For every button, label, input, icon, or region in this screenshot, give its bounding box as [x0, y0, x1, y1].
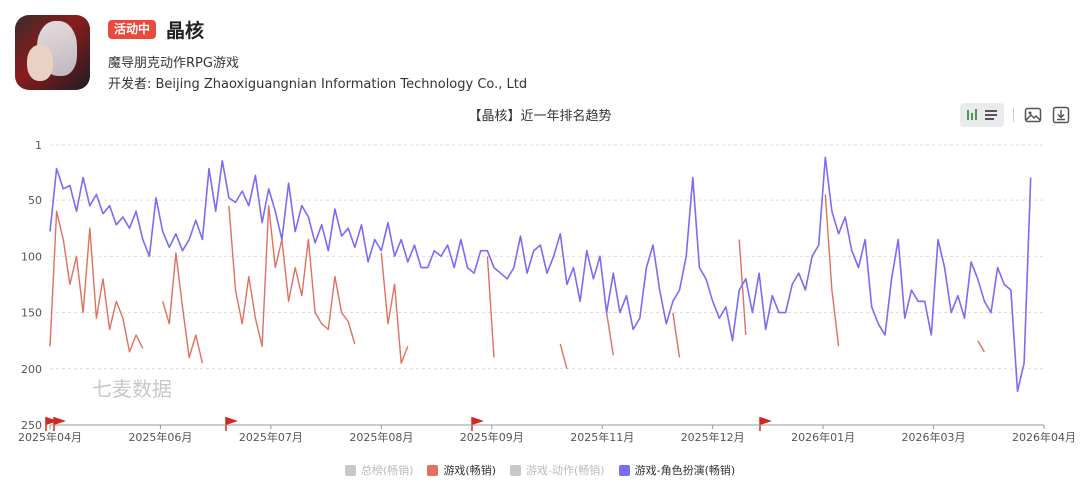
x-tick-label: 2026年01月 [791, 430, 855, 444]
series-line-3 [49, 156, 1032, 393]
status-badge: 活动中 [108, 20, 157, 39]
legend-label: 游戏-角色扮演(畅销) [634, 464, 736, 477]
series-segment-1 [162, 252, 204, 364]
x-tick-label: 2025年07月 [239, 430, 303, 444]
legend-item[interactable]: 游戏-动作(畅销) [510, 462, 605, 478]
legend-item[interactable]: 总榜(畅销) [344, 462, 414, 478]
legend-swatch [344, 464, 356, 476]
event-flag[interactable] [471, 417, 484, 431]
series-segment-1 [380, 252, 409, 364]
x-tick-label: 2025年04月 [18, 430, 82, 444]
list-icon[interactable] [982, 106, 1000, 124]
series-segment-1 [559, 343, 568, 369]
x-tick-label: 2025年09月 [460, 430, 524, 444]
download-icon[interactable] [1050, 103, 1072, 127]
series-segment-1 [228, 204, 356, 347]
y-tick-label: 1 [35, 139, 42, 152]
legend-label: 游戏-动作(畅销) [526, 464, 605, 477]
event-flag[interactable] [759, 417, 772, 431]
legend-swatch [427, 464, 439, 476]
y-tick-label: 50 [28, 194, 42, 207]
event-flag[interactable] [225, 417, 238, 431]
app-category: 魔导朋克动作RPG游戏 [108, 56, 239, 71]
series-segment-1 [605, 312, 614, 356]
y-tick-label: 250 [21, 419, 42, 432]
image-icon[interactable] [1022, 103, 1044, 127]
chart-legend: 总榜(畅销) 游戏(畅销) 游戏-动作(畅销) 游戏-角色扮演(畅销) [0, 462, 1080, 478]
y-tick-label: 100 [21, 250, 42, 263]
chart-title: 【晶核】近一年排名趋势 [468, 109, 612, 124]
legend-swatch [618, 464, 630, 476]
y-tick-label: 200 [21, 363, 42, 376]
x-tick-label: 2026年04月 [1012, 430, 1076, 444]
app-name: 晶核 [166, 20, 205, 42]
legend-item[interactable]: 游戏(畅销) [427, 462, 496, 478]
legend-label: 总榜(畅销) [360, 464, 414, 477]
legend-swatch [510, 464, 522, 476]
event-flag[interactable] [53, 417, 66, 431]
x-tick-label: 2025年11月 [570, 430, 634, 444]
legend-label: 游戏(畅销) [443, 464, 497, 477]
x-tick-label: 2026年03月 [902, 430, 966, 444]
y-tick-label: 150 [21, 307, 42, 320]
x-tick-label: 2025年08月 [349, 430, 413, 444]
x-tick-label: 2025年06月 [128, 430, 192, 444]
series-segment-1 [486, 256, 495, 358]
series-segment-1 [977, 340, 986, 353]
event-flag[interactable] [45, 417, 58, 431]
series-segment-1 [49, 210, 144, 353]
view-toggle [960, 103, 1004, 127]
x-tick-label: 2025年12月 [681, 430, 745, 444]
legend-item[interactable]: 游戏-角色扮演(畅销) [618, 462, 736, 478]
app-icon [15, 15, 90, 90]
series-segment-1 [672, 312, 681, 358]
series-segment-1 [824, 194, 840, 347]
series-segment-1 [738, 239, 747, 336]
app-developer: 开发者: Beijing Zhaoxiguangnian Information… [108, 77, 528, 92]
watermark: 七麦数据 [92, 377, 172, 401]
bar-chart-icon[interactable] [964, 106, 982, 124]
